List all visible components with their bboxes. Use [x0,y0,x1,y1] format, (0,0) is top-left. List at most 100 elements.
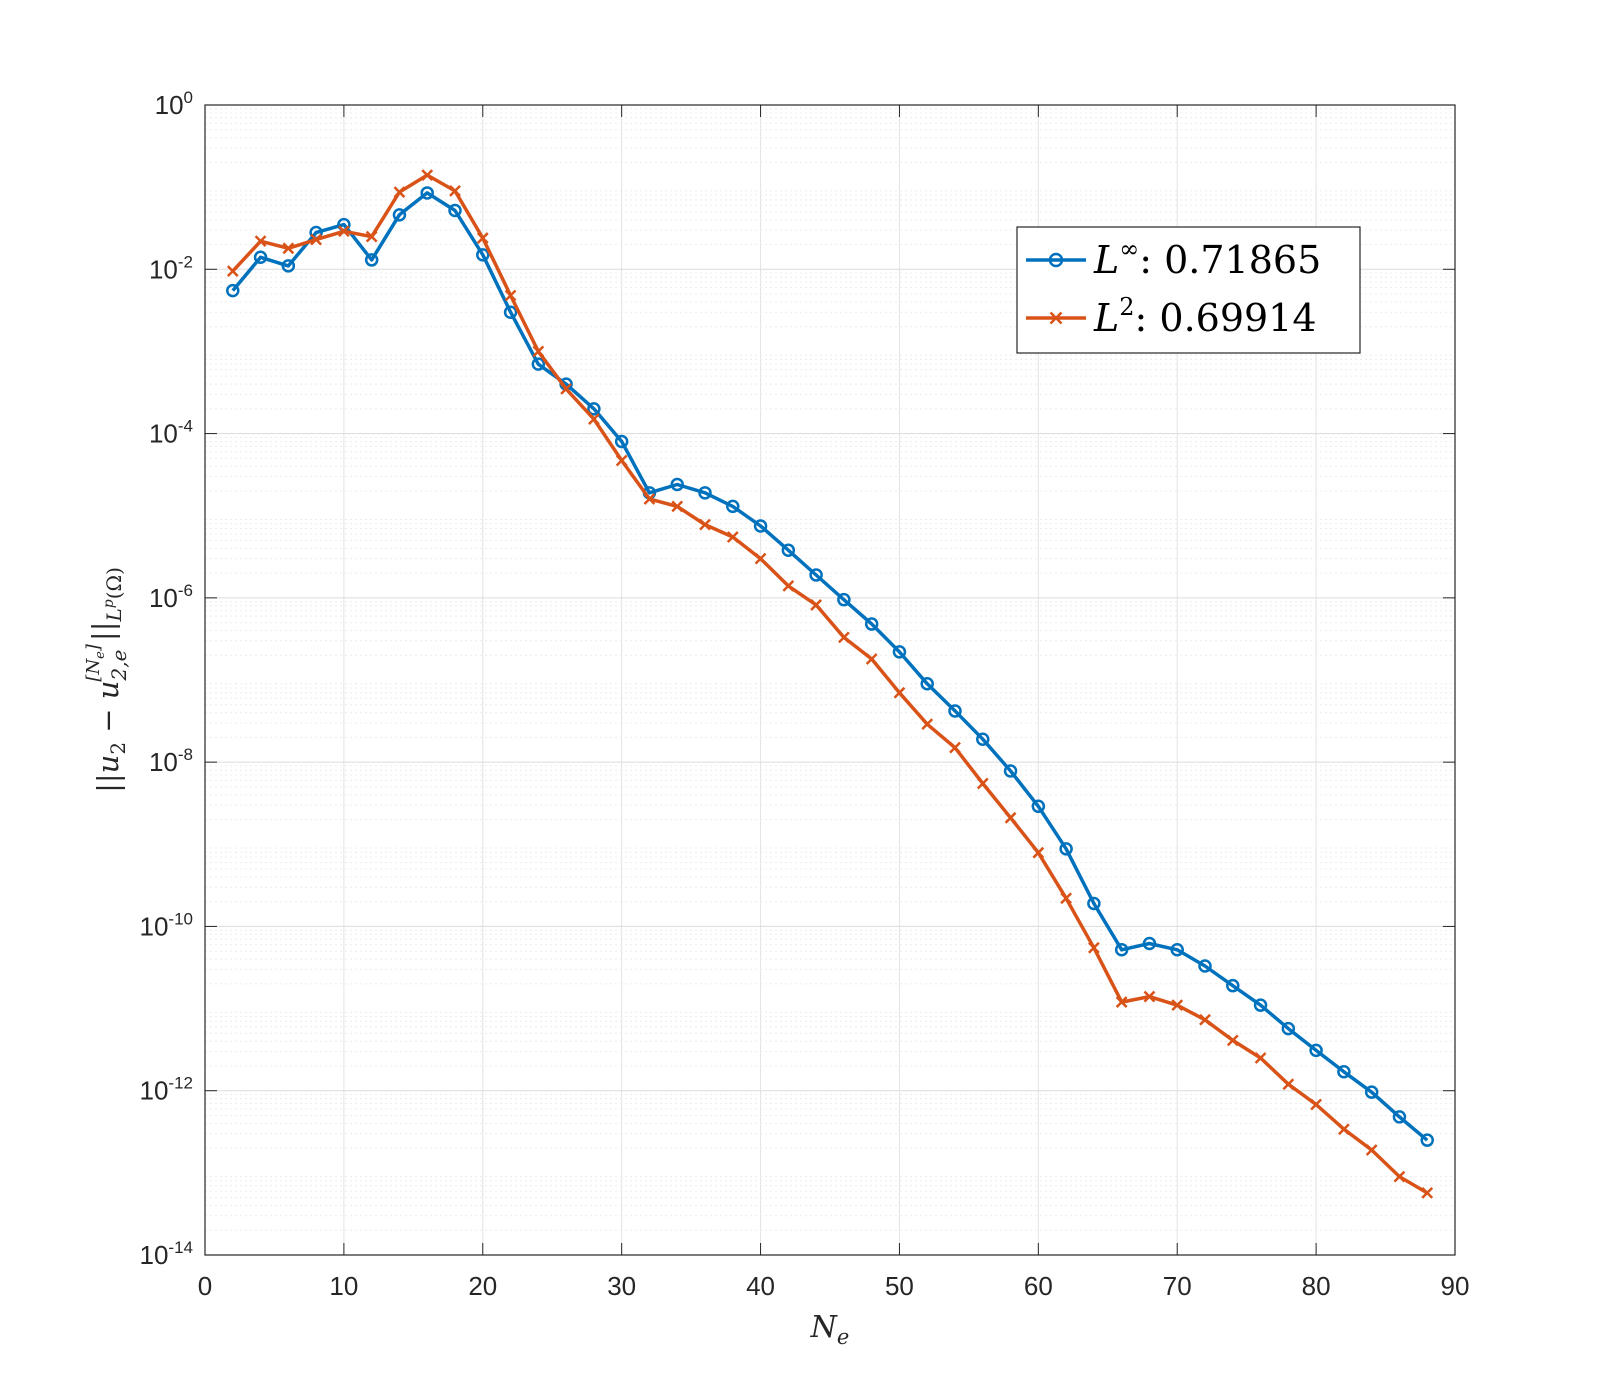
data-point [726,499,740,514]
y-tick-label: 10-8 [149,745,193,777]
data-point [226,265,239,277]
data-point [338,225,350,238]
series-layer [226,169,1434,1199]
data-point [282,242,295,255]
grid [205,105,1455,1255]
data-point [1420,1133,1434,1147]
legend-box [1016,226,1361,354]
data-point [1114,943,1129,957]
data-point [643,493,656,505]
data-point [1170,943,1184,957]
y-tick-label: 10-4 [149,417,193,449]
data-point [1365,1144,1378,1156]
x-tick-label: 0 [198,1271,212,1301]
data-point [364,253,379,267]
data-point [753,519,768,533]
legend-marker [1048,252,1064,268]
y-tick-labels: 10-14 10-12 10-10 10-8 10-6 10-4 10-2 100 [140,88,1455,1270]
data-point [504,289,517,302]
data-point [670,477,684,492]
data-point [1199,1013,1211,1026]
data-point [614,434,629,449]
x-axis-label: Ne [810,1310,850,1349]
legend-item: L2: 0.69914 [1026,293,1317,340]
data-point [1031,799,1046,814]
x-tick-label: 60 [1024,1271,1053,1301]
y-tick-label: 10-2 [149,252,193,284]
data-point [310,233,322,246]
legend-label: L2: 0.69914 [1093,293,1317,340]
y-tick-label: 10-12 [140,1074,194,1106]
data-point [421,169,434,182]
x-tick-label: 30 [607,1271,636,1301]
data-point [948,704,962,718]
data-point [1254,1052,1267,1064]
y-tick-label: 10-14 [140,1238,194,1270]
x-tick-label: 50 [885,1271,914,1301]
data-point [865,653,878,665]
data-point [671,500,684,513]
data-point [1004,811,1017,824]
data-point [1282,1078,1295,1091]
data-point [920,677,934,691]
x-tick-label: 80 [1302,1271,1331,1301]
data-point [1337,1065,1351,1079]
data-point [976,732,990,746]
data-point [1226,978,1240,993]
data-point [503,305,518,319]
data-point [587,402,601,416]
data-point [393,186,406,198]
data-point [449,185,461,197]
data-point [532,345,545,358]
data-point [892,645,907,659]
y-tick-label: 10-10 [140,909,194,941]
legend-label: L∞: 0.71865 [1093,235,1321,282]
data-point [1364,1085,1379,1099]
data-point [1088,941,1100,954]
y-tick-label: 100 [155,88,193,120]
data-point [420,186,434,200]
data-point [1003,764,1018,778]
data-point [1142,936,1157,951]
data-point [1171,999,1184,1012]
data-point [781,543,796,557]
legend-marker [1049,311,1063,325]
data-point [1226,1034,1239,1047]
data-point [921,718,934,731]
data-point [615,454,628,467]
data-point [1393,1170,1406,1183]
data-point [976,777,989,790]
data-point [864,617,879,631]
data-point [699,518,711,531]
data-point [1115,996,1128,1008]
legend-item: L∞: 0.71865 [1026,235,1321,282]
data-point [1281,1021,1296,1036]
data-point [1309,1043,1323,1058]
plot-frame [204,104,1456,1256]
data-point [1060,892,1072,905]
data-point [476,232,489,244]
series-l2 [226,169,1434,1199]
data-point [476,248,490,262]
data-point [893,686,906,699]
data-point [1253,998,1268,1012]
data-point [726,531,739,543]
y-axis-label: ||u2 − u2,e[Ne]||Lp(Ω) [83,567,131,793]
data-point [698,486,712,500]
series-linf [226,186,1434,1147]
x-tick-label: 90 [1441,1271,1470,1301]
x-tick-label: 20 [468,1271,497,1301]
data-point [254,235,267,248]
data-point [1143,990,1156,1003]
y-tick-label: 10-6 [149,581,193,613]
data-point [1338,1123,1350,1136]
data-point [365,230,378,243]
data-point [448,203,462,218]
data-point [837,592,851,607]
data-point [782,579,795,592]
data-point [1087,896,1101,911]
data-point [560,382,572,395]
data-point [281,259,296,273]
data-point [1310,1098,1322,1111]
